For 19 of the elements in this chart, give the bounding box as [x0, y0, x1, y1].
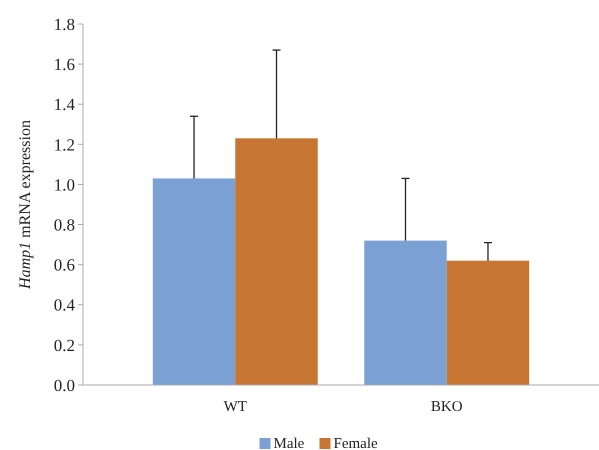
- x-tick-label: WT: [224, 399, 247, 415]
- bar: [364, 240, 447, 385]
- bar: [235, 138, 318, 385]
- y-axis-title: Hamp1 mRNA expression: [17, 120, 34, 290]
- y-tick-label: 1.4: [54, 95, 76, 114]
- y-tick-label: 0.0: [54, 376, 75, 395]
- bar: [152, 178, 236, 385]
- y-tick-label: 0.8: [54, 216, 75, 235]
- x-tick-label: BKO: [430, 399, 463, 415]
- y-tick-label: 0.2: [54, 336, 75, 355]
- legend-label: Female: [334, 436, 378, 450]
- y-tick-label: 1.6: [54, 55, 75, 74]
- y-tick-label: 1.2: [54, 135, 75, 154]
- y-tick-label: 1.8: [54, 14, 75, 34]
- y-tick-label: 0.4: [54, 296, 76, 315]
- y-tick-label: 1.0: [54, 175, 75, 194]
- legend-label: Male: [274, 436, 305, 450]
- y-tick-label: 0.6: [54, 256, 75, 275]
- bar: [446, 260, 530, 385]
